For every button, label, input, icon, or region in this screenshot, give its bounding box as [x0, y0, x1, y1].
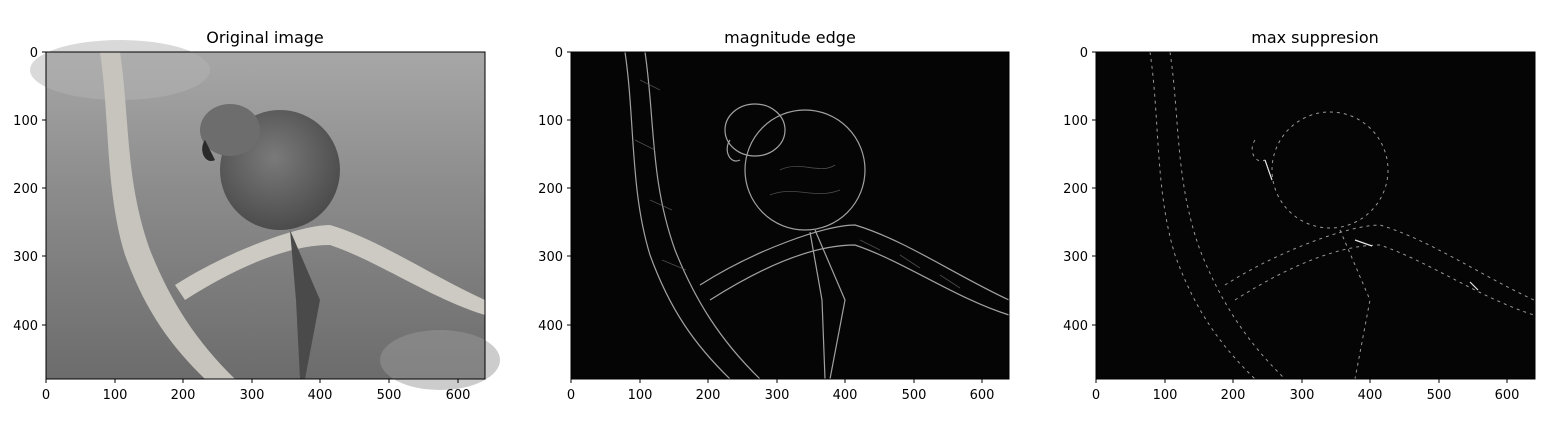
x-tick-label: 200 — [696, 388, 721, 403]
image-suppression — [1096, 51, 1535, 380]
y-tick-label: 0 — [30, 46, 38, 61]
x-tick-label: 100 — [628, 388, 653, 403]
x-tick-label: 300 — [765, 388, 790, 403]
x-tick-label: 300 — [240, 388, 265, 403]
axes-frame-original — [45, 51, 486, 380]
y-tick-label: 400 — [13, 319, 38, 334]
y-axis-magnitude: 0 100 200 300 400 — [538, 46, 571, 334]
x-tick-label: 200 — [171, 388, 196, 403]
y-axis-suppression: 0 100 200 300 400 — [1063, 46, 1096, 334]
x-tick-label: 500 — [377, 388, 402, 403]
x-tick-label: 500 — [902, 388, 927, 403]
x-tick-label: 400 — [833, 388, 858, 403]
y-tick-label: 400 — [538, 319, 563, 334]
y-tick-label: 100 — [1063, 114, 1088, 129]
y-tick-label: 400 — [1063, 319, 1088, 334]
image-original — [30, 40, 500, 390]
x-axis-suppression: 0 100 200 300 400 500 600 — [1092, 379, 1520, 403]
y-tick-label: 200 — [538, 182, 563, 197]
panel-title-magnitude: magnitude edge — [724, 28, 856, 47]
panel-suppression: max suppresion 0 100 — [1063, 28, 1536, 403]
y-axis-original: 0 100 200 300 400 — [13, 46, 46, 334]
x-tick-label: 400 — [308, 388, 333, 403]
y-tick-label: 300 — [1063, 250, 1088, 265]
axes-frame-magnitude — [570, 51, 1010, 380]
panel-original: Original image 0 100 200 300 — [13, 28, 500, 403]
x-tick-label: 200 — [1221, 388, 1246, 403]
x-tick-label: 0 — [1092, 388, 1100, 403]
x-tick-label: 100 — [1153, 388, 1178, 403]
y-tick-label: 0 — [1080, 46, 1088, 61]
y-tick-label: 300 — [13, 250, 38, 265]
x-tick-label: 600 — [970, 388, 995, 403]
panel-title-suppression: max suppresion — [1251, 28, 1379, 47]
y-tick-label: 200 — [1063, 182, 1088, 197]
x-tick-label: 600 — [1495, 388, 1520, 403]
y-tick-label: 100 — [538, 114, 563, 129]
x-tick-label: 300 — [1290, 388, 1315, 403]
y-tick-label: 100 — [13, 114, 38, 129]
x-tick-label: 0 — [42, 388, 50, 403]
y-tick-label: 300 — [538, 250, 563, 265]
image-magnitude — [571, 51, 1010, 380]
y-tick-label: 0 — [555, 46, 563, 61]
x-tick-label: 100 — [103, 388, 128, 403]
x-tick-label: 0 — [567, 388, 575, 403]
axes-frame-suppression — [1095, 51, 1536, 380]
x-tick-label: 600 — [446, 388, 471, 403]
x-axis-magnitude: 0 100 200 300 400 500 600 — [567, 379, 995, 403]
x-tick-label: 400 — [1358, 388, 1383, 403]
x-axis-original: 0 100 200 300 400 500 600 — [42, 379, 471, 403]
panel-title-original: Original image — [206, 28, 324, 47]
panel-magnitude: magnitude edge — [538, 28, 1010, 403]
x-tick-label: 500 — [1427, 388, 1452, 403]
y-tick-label: 200 — [13, 182, 38, 197]
